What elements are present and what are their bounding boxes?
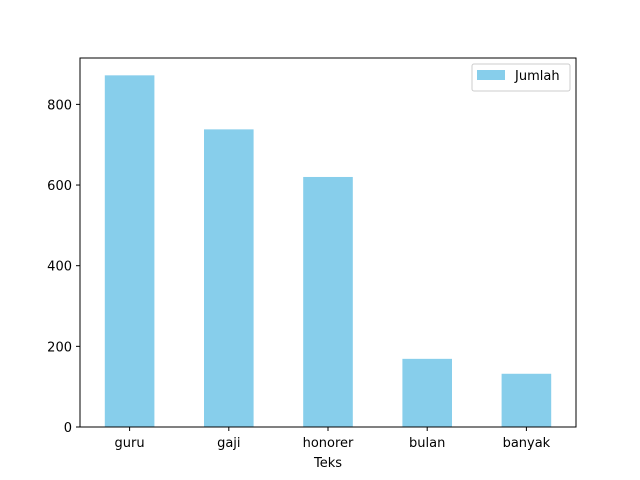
legend-label: Jumlah — [514, 69, 560, 84]
x-axis-ticks: guru gaji honorer bulan banyak — [115, 427, 551, 451]
x-tick-label: guru — [115, 436, 145, 451]
y-tick-label: 200 — [47, 340, 72, 355]
bar-gaji — [204, 129, 254, 428]
x-axis-label: Teks — [313, 456, 342, 471]
y-axis-ticks: 0 200 400 600 800 — [47, 98, 80, 436]
bar-bulan — [402, 358, 452, 427]
bar-honorer — [303, 176, 353, 427]
x-tick-label: bulan — [409, 436, 445, 451]
x-tick-label: banyak — [503, 436, 551, 451]
x-tick-label: honorer — [303, 436, 354, 451]
y-tick-label: 800 — [47, 98, 72, 113]
bars-group — [104, 75, 552, 428]
legend-swatch — [477, 70, 505, 80]
y-tick-label: 400 — [47, 260, 72, 275]
y-tick-label: 600 — [47, 179, 72, 194]
y-tick-label: 0 — [64, 421, 72, 436]
legend: Jumlah — [471, 63, 571, 92]
plot-frame — [79, 57, 577, 428]
bar-guru — [104, 75, 155, 428]
bar-banyak — [501, 373, 552, 427]
x-tick-label: gaji — [217, 436, 240, 451]
